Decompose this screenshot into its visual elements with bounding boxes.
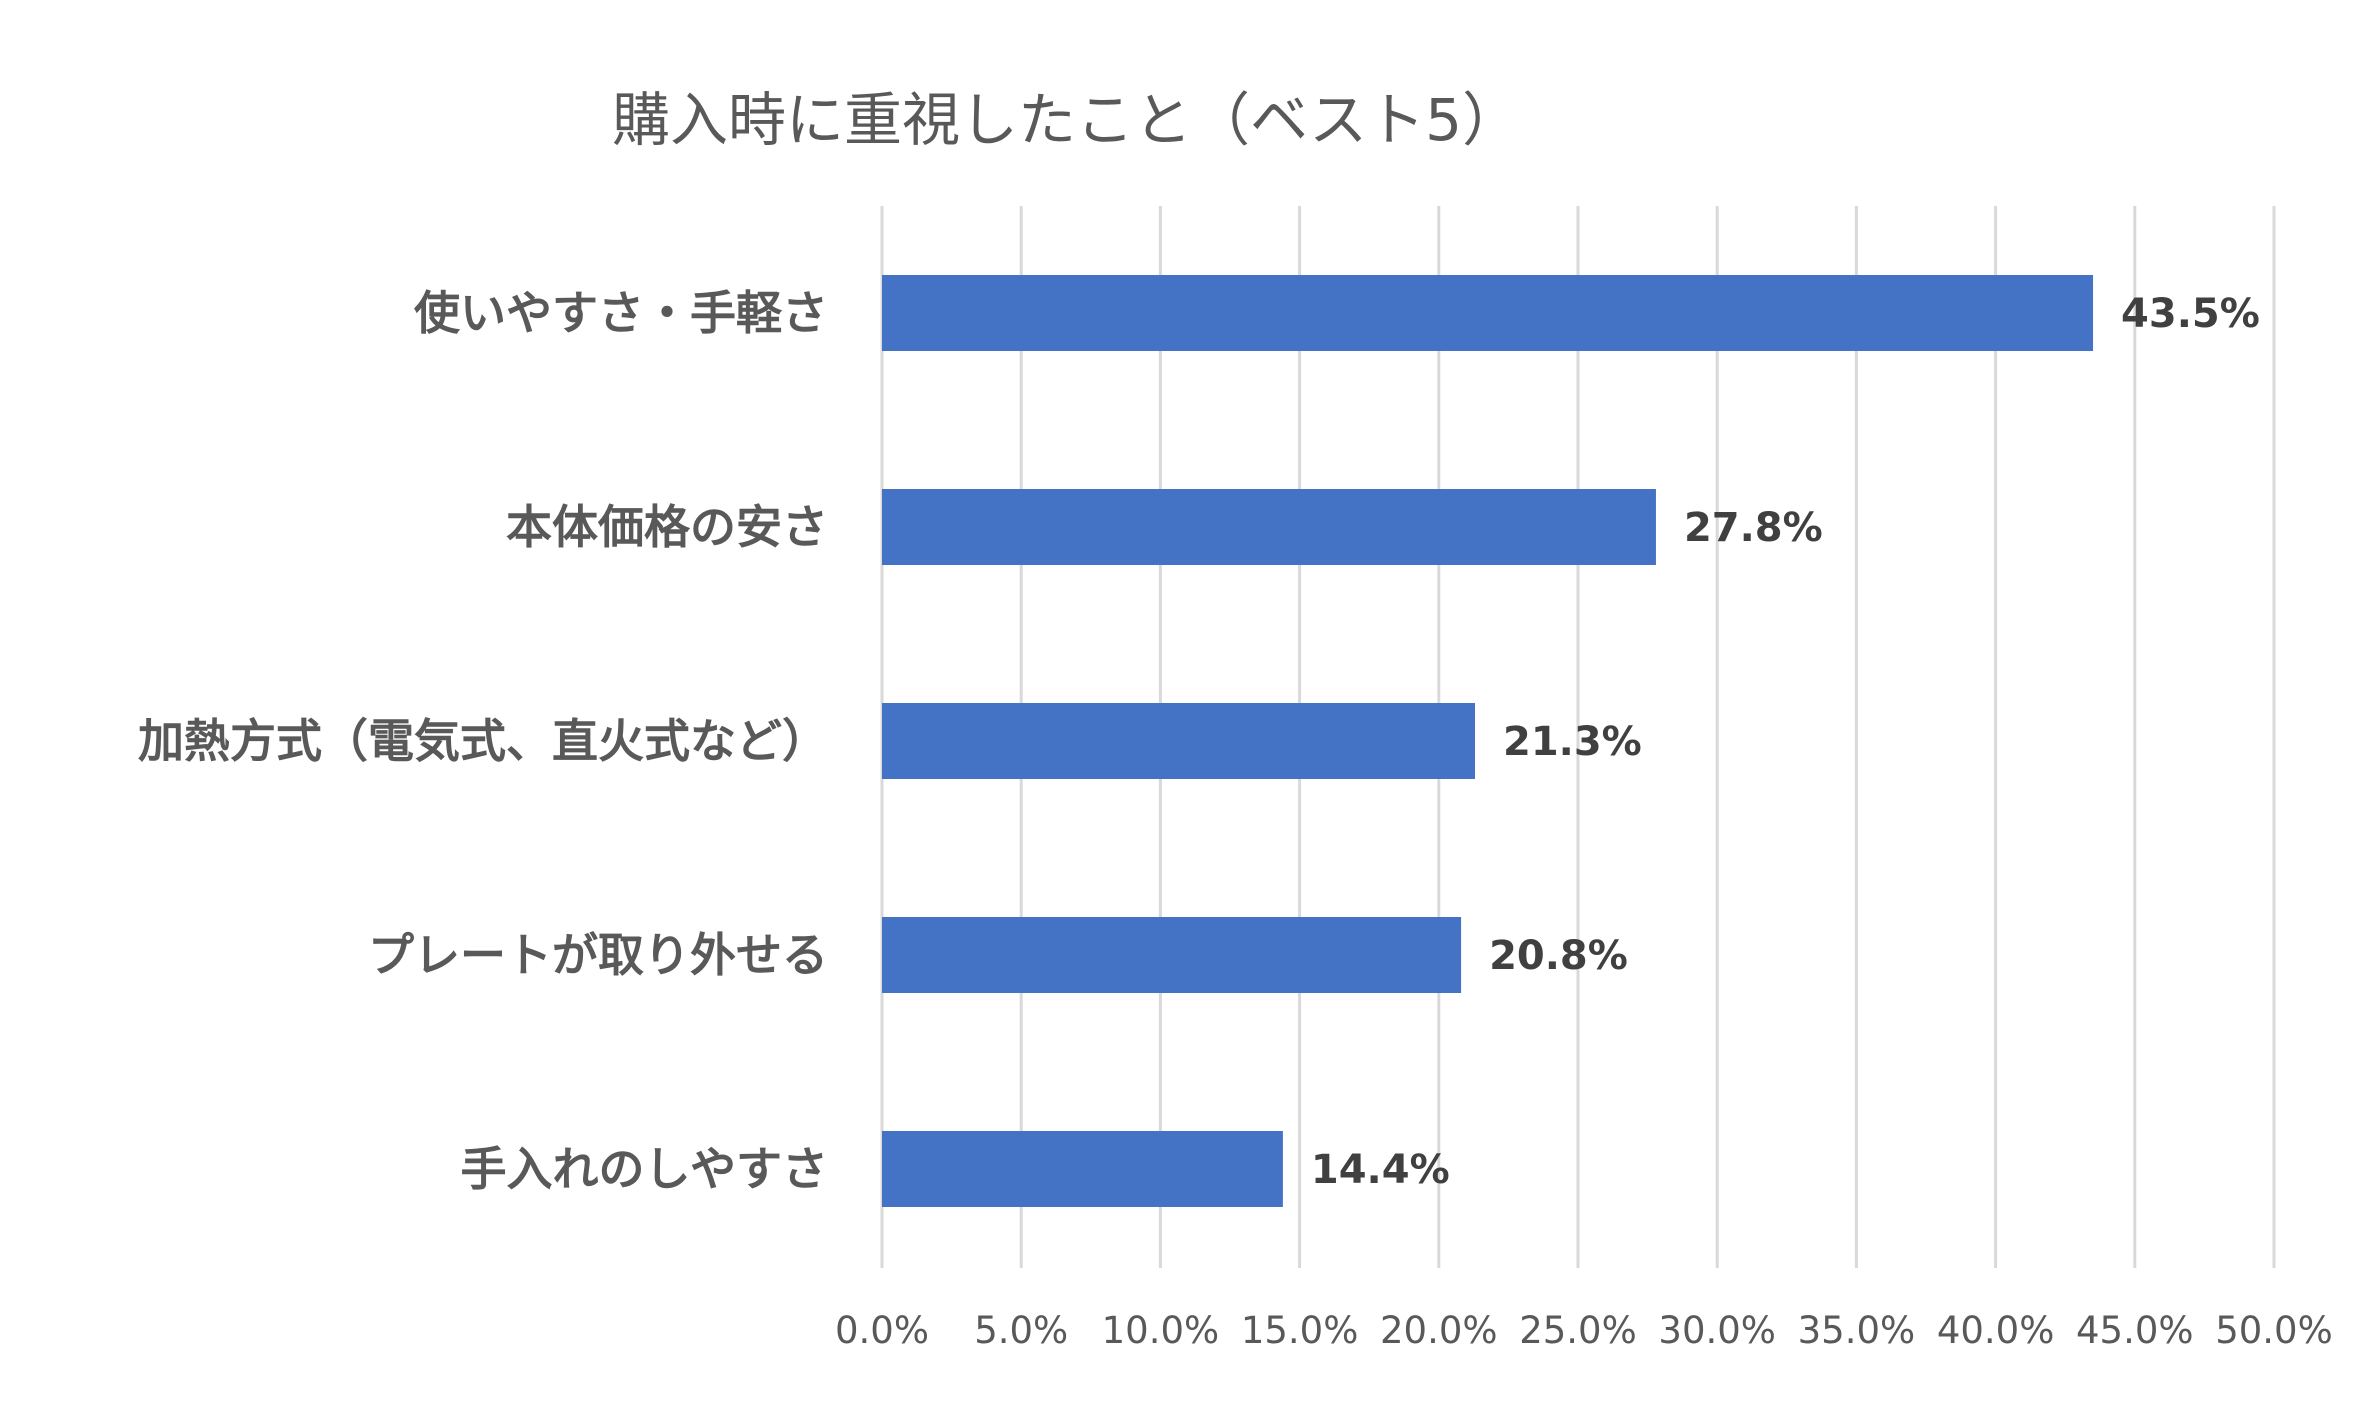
bar xyxy=(882,1131,1283,1207)
data-label: 27.8% xyxy=(1684,505,1823,551)
category-label: 本体価格の安さ xyxy=(506,500,828,554)
bar xyxy=(882,489,1656,565)
data-label: 21.3% xyxy=(1503,719,1642,765)
category-label: 加熱方式（電気式、直火式など） xyxy=(138,714,828,768)
x-tick-label: 20.0% xyxy=(1380,1309,1498,1352)
x-tick-label: 0.0% xyxy=(835,1309,929,1352)
x-axis-tick-labels: 0.0% 5.0% 10.0% 15.0% 20.0% 25.0% 30.0% 35.0% 40… xyxy=(835,1309,2333,1352)
x-tick-label: 5.0% xyxy=(974,1309,1068,1352)
x-tick-label: 40.0% xyxy=(1937,1309,2055,1352)
data-label: 14.4% xyxy=(1311,1147,1450,1193)
bar xyxy=(882,703,1475,779)
data-label: 43.5% xyxy=(2121,291,2260,337)
x-tick-label: 10.0% xyxy=(1102,1309,1220,1352)
category-label: 手入れのしやすさ xyxy=(460,1142,828,1196)
x-tick-label: 45.0% xyxy=(2076,1309,2194,1352)
category-label: 使いやすさ・手軽さ xyxy=(414,286,828,340)
category-label: プレートが取り外せる xyxy=(368,928,828,982)
x-tick-label: 25.0% xyxy=(1519,1309,1637,1352)
value-labels: 43.5% 27.8% 21.3% 20.8% 14.4% xyxy=(1311,291,2260,1193)
data-label: 20.8% xyxy=(1489,933,1628,979)
x-tick-label: 30.0% xyxy=(1658,1309,1776,1352)
bars xyxy=(882,275,2094,1207)
x-tick-label: 50.0% xyxy=(2215,1309,2333,1352)
chart-title: 購入時に重視したこと（ベスト5） xyxy=(612,86,1520,154)
bar xyxy=(882,275,2094,351)
x-tick-label: 35.0% xyxy=(1798,1309,1916,1352)
x-tick-label: 15.0% xyxy=(1241,1309,1359,1352)
bar xyxy=(882,917,1462,993)
